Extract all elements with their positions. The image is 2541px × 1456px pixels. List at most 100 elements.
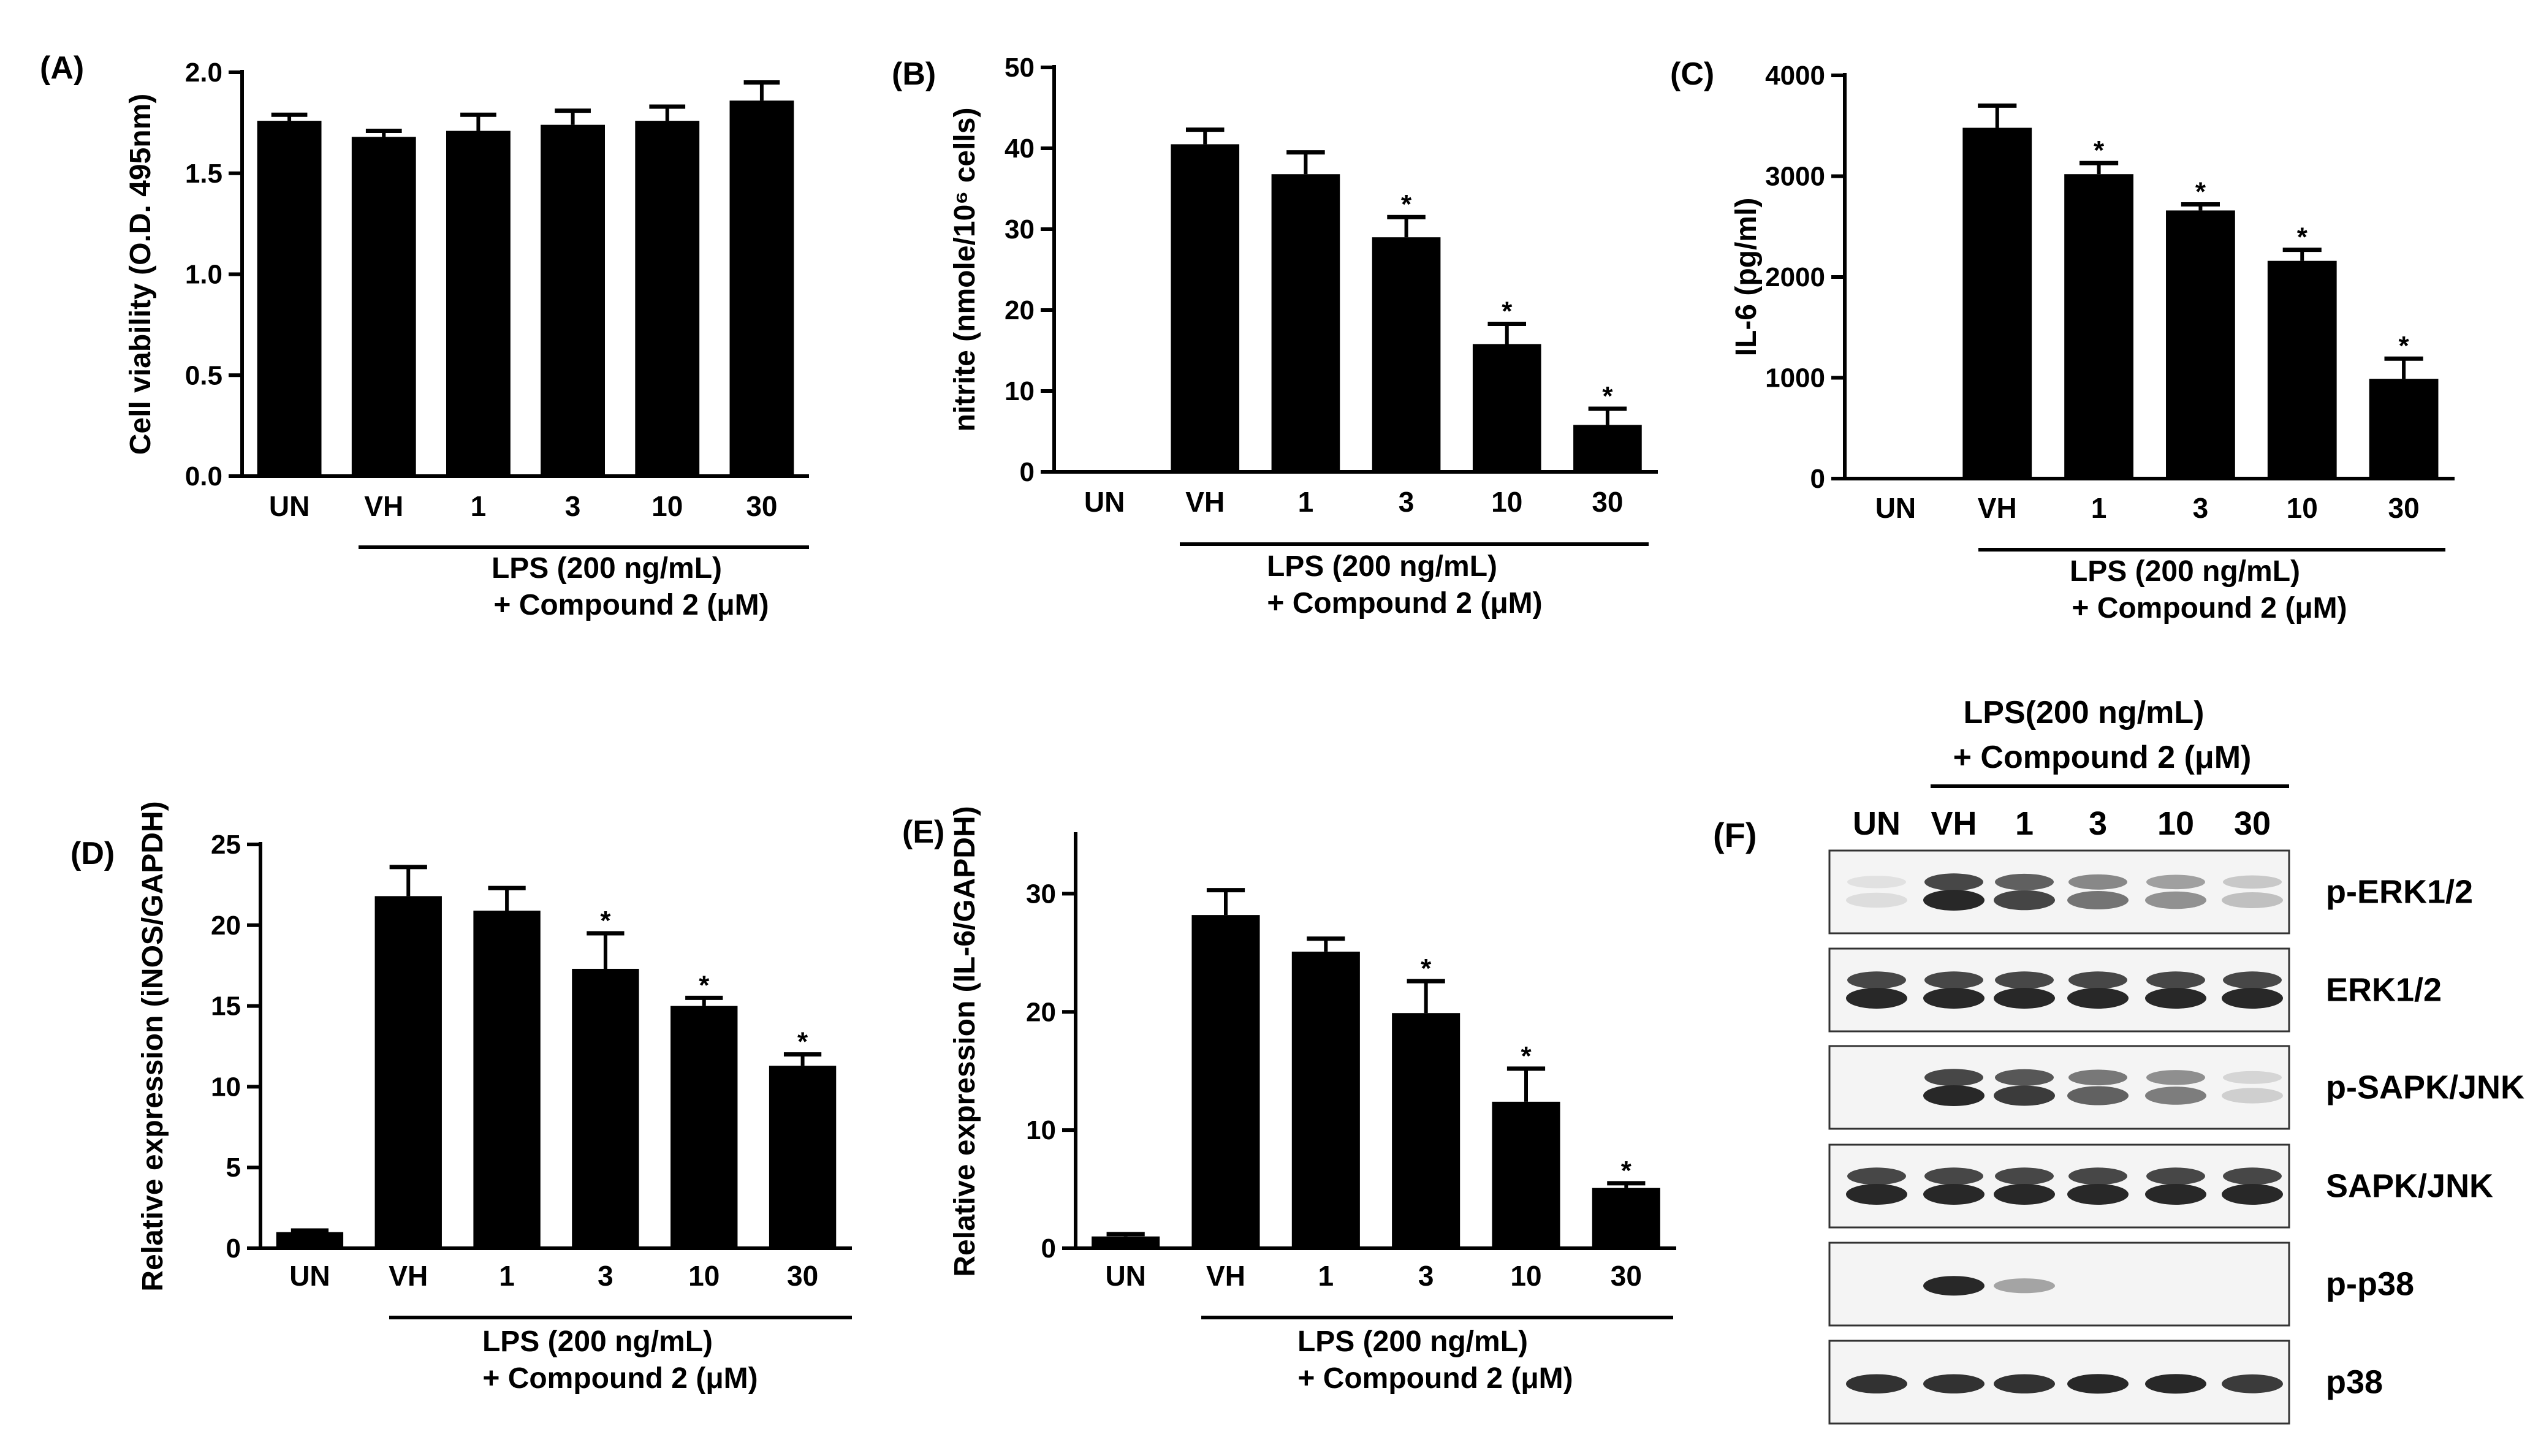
y-tick-label: 20 bbox=[1026, 997, 1056, 1027]
bar-VH bbox=[351, 137, 416, 476]
y-tick-label: 40 bbox=[1005, 134, 1035, 164]
significance-marker: * bbox=[797, 1027, 808, 1057]
x-tick-label: 30 bbox=[1592, 486, 1623, 518]
bar-30 bbox=[729, 100, 794, 476]
significance-marker: * bbox=[1521, 1041, 1532, 1071]
bar-VH bbox=[1171, 144, 1240, 472]
blot-band bbox=[1846, 1374, 1907, 1393]
blot-lane-label: 30 bbox=[2234, 805, 2271, 842]
x-tick-label: 3 bbox=[2193, 492, 2209, 524]
y-tick-label: 4000 bbox=[1765, 61, 1825, 91]
y-axis-label: nitrite (nmole/10⁶ cells) bbox=[949, 108, 981, 432]
blot-band bbox=[1924, 873, 1983, 891]
blot-band bbox=[2223, 1167, 2282, 1185]
panel-label: (F) bbox=[1713, 816, 1757, 854]
blot-band bbox=[1923, 1374, 1985, 1393]
y-tick-label: 1.5 bbox=[185, 159, 222, 189]
significance-marker: * bbox=[1421, 954, 1432, 984]
blot-header-line2: + Compound 2 (μM) bbox=[1953, 740, 2252, 775]
blot-band bbox=[2223, 875, 2282, 889]
blot-lane-label: 3 bbox=[2089, 805, 2107, 842]
panel-label: (B) bbox=[892, 56, 936, 92]
blot-band bbox=[2067, 988, 2129, 1009]
significance-marker: * bbox=[2297, 222, 2308, 252]
significance-marker: * bbox=[2094, 135, 2105, 165]
y-tick-label: 50 bbox=[1005, 53, 1035, 83]
treatment-label-line2: + Compound 2 (μM) bbox=[493, 589, 769, 621]
y-tick-label: 2.0 bbox=[185, 58, 222, 88]
blot-strip bbox=[1828, 1143, 2290, 1229]
treatment-label-line1: LPS (200 ng/mL) bbox=[482, 1325, 713, 1358]
bar-3 bbox=[572, 968, 639, 1248]
blot-band bbox=[1923, 1085, 1985, 1106]
blot-band bbox=[1994, 1278, 2055, 1294]
x-tick-label: 30 bbox=[787, 1260, 818, 1292]
significance-marker: * bbox=[1401, 189, 1412, 219]
blot-band bbox=[2145, 1374, 2206, 1394]
panel-label: (E) bbox=[902, 814, 944, 850]
blot-strip bbox=[1828, 1045, 2290, 1130]
y-tick-label: 0.5 bbox=[185, 360, 222, 390]
bar-10 bbox=[1492, 1101, 1560, 1248]
blot-row-label: p-p38 bbox=[2326, 1266, 2414, 1303]
y-tick-label: 0 bbox=[1020, 457, 1035, 487]
significance-marker: * bbox=[600, 906, 611, 936]
blot-band bbox=[2146, 874, 2205, 890]
bar-10 bbox=[2267, 260, 2337, 479]
western-blot-panel: (F) LPS(200 ng/mL) + Compound 2 (μM) UN VH 1 3… bbox=[1713, 695, 2524, 1425]
treatment-label-line1: LPS (200 ng/mL) bbox=[1297, 1325, 1528, 1358]
blot-band bbox=[1923, 1276, 1985, 1296]
y-axis-label: IL-6 (pg/ml) bbox=[1730, 198, 1763, 357]
treatment-label-line1: LPS (200 ng/mL) bbox=[1267, 550, 1497, 583]
y-tick-label: 10 bbox=[1026, 1115, 1056, 1145]
blot-band bbox=[1995, 1167, 2054, 1185]
treatment-label-line2: + Compound 2 (μM) bbox=[1267, 587, 1542, 620]
significance-marker: * bbox=[1602, 381, 1613, 411]
x-tick-label: 1 bbox=[499, 1260, 515, 1292]
blot-band bbox=[2145, 1086, 2206, 1105]
x-tick-label: 3 bbox=[598, 1260, 613, 1292]
blot-lane-label: VH bbox=[1931, 805, 1977, 842]
y-tick-label: 10 bbox=[1005, 376, 1035, 406]
y-tick-label: 30 bbox=[1005, 214, 1035, 245]
significance-marker: * bbox=[2399, 331, 2410, 361]
bar-10 bbox=[670, 1006, 738, 1248]
bar-3 bbox=[2166, 210, 2235, 479]
bar-3 bbox=[1372, 237, 1441, 472]
blot-header-line1: LPS(200 ng/mL) bbox=[1964, 695, 2205, 730]
x-tick-label: VH bbox=[1978, 492, 2017, 524]
significance-marker: * bbox=[1621, 1156, 1632, 1186]
y-tick-label: 1.0 bbox=[185, 260, 222, 290]
significance-marker: * bbox=[1502, 296, 1513, 326]
treatment-label-line2: + Compound 2 (μM) bbox=[1297, 1362, 1573, 1395]
y-tick-label: 0 bbox=[1810, 464, 1825, 494]
chart-panel-5: (E) 0 10 20 30 Relative expression (IL-6/GAPD… bbox=[902, 806, 1676, 1395]
y-tick-label: 20 bbox=[1005, 295, 1035, 325]
y-tick-label: 1000 bbox=[1765, 363, 1825, 393]
x-tick-label: 1 bbox=[1298, 486, 1314, 518]
bar-10 bbox=[1472, 344, 1541, 472]
blot-band bbox=[2067, 1374, 2129, 1394]
blot-band bbox=[1924, 1069, 1983, 1086]
x-tick-label: 3 bbox=[565, 490, 581, 522]
blot-band bbox=[2146, 1070, 2205, 1085]
blot-band bbox=[2068, 1167, 2127, 1185]
blot-band bbox=[1924, 971, 1983, 989]
x-tick-label: VH bbox=[364, 490, 403, 522]
x-tick-label: 10 bbox=[1510, 1260, 1541, 1292]
bar-1 bbox=[473, 911, 541, 1248]
x-tick-label: UN bbox=[289, 1260, 330, 1292]
x-tick-label: 10 bbox=[688, 1260, 720, 1292]
y-tick-label: 10 bbox=[211, 1072, 241, 1102]
x-tick-label: VH bbox=[389, 1260, 428, 1292]
blot-band bbox=[1995, 873, 2054, 890]
y-tick-label: 0 bbox=[226, 1234, 241, 1264]
blot-band bbox=[2223, 1071, 2282, 1084]
chart-panel-2: (B) 0 10 20 30 40 50 nitrite (nmole/10⁶ cells) U… bbox=[892, 53, 1658, 620]
bar-VH bbox=[1962, 127, 2032, 479]
blot-band bbox=[2222, 1374, 2283, 1393]
blot-band bbox=[1994, 1184, 2055, 1205]
x-tick-label: 1 bbox=[2091, 492, 2107, 524]
blot-strip bbox=[1828, 849, 2290, 935]
y-tick-label: 0 bbox=[1041, 1234, 1056, 1264]
